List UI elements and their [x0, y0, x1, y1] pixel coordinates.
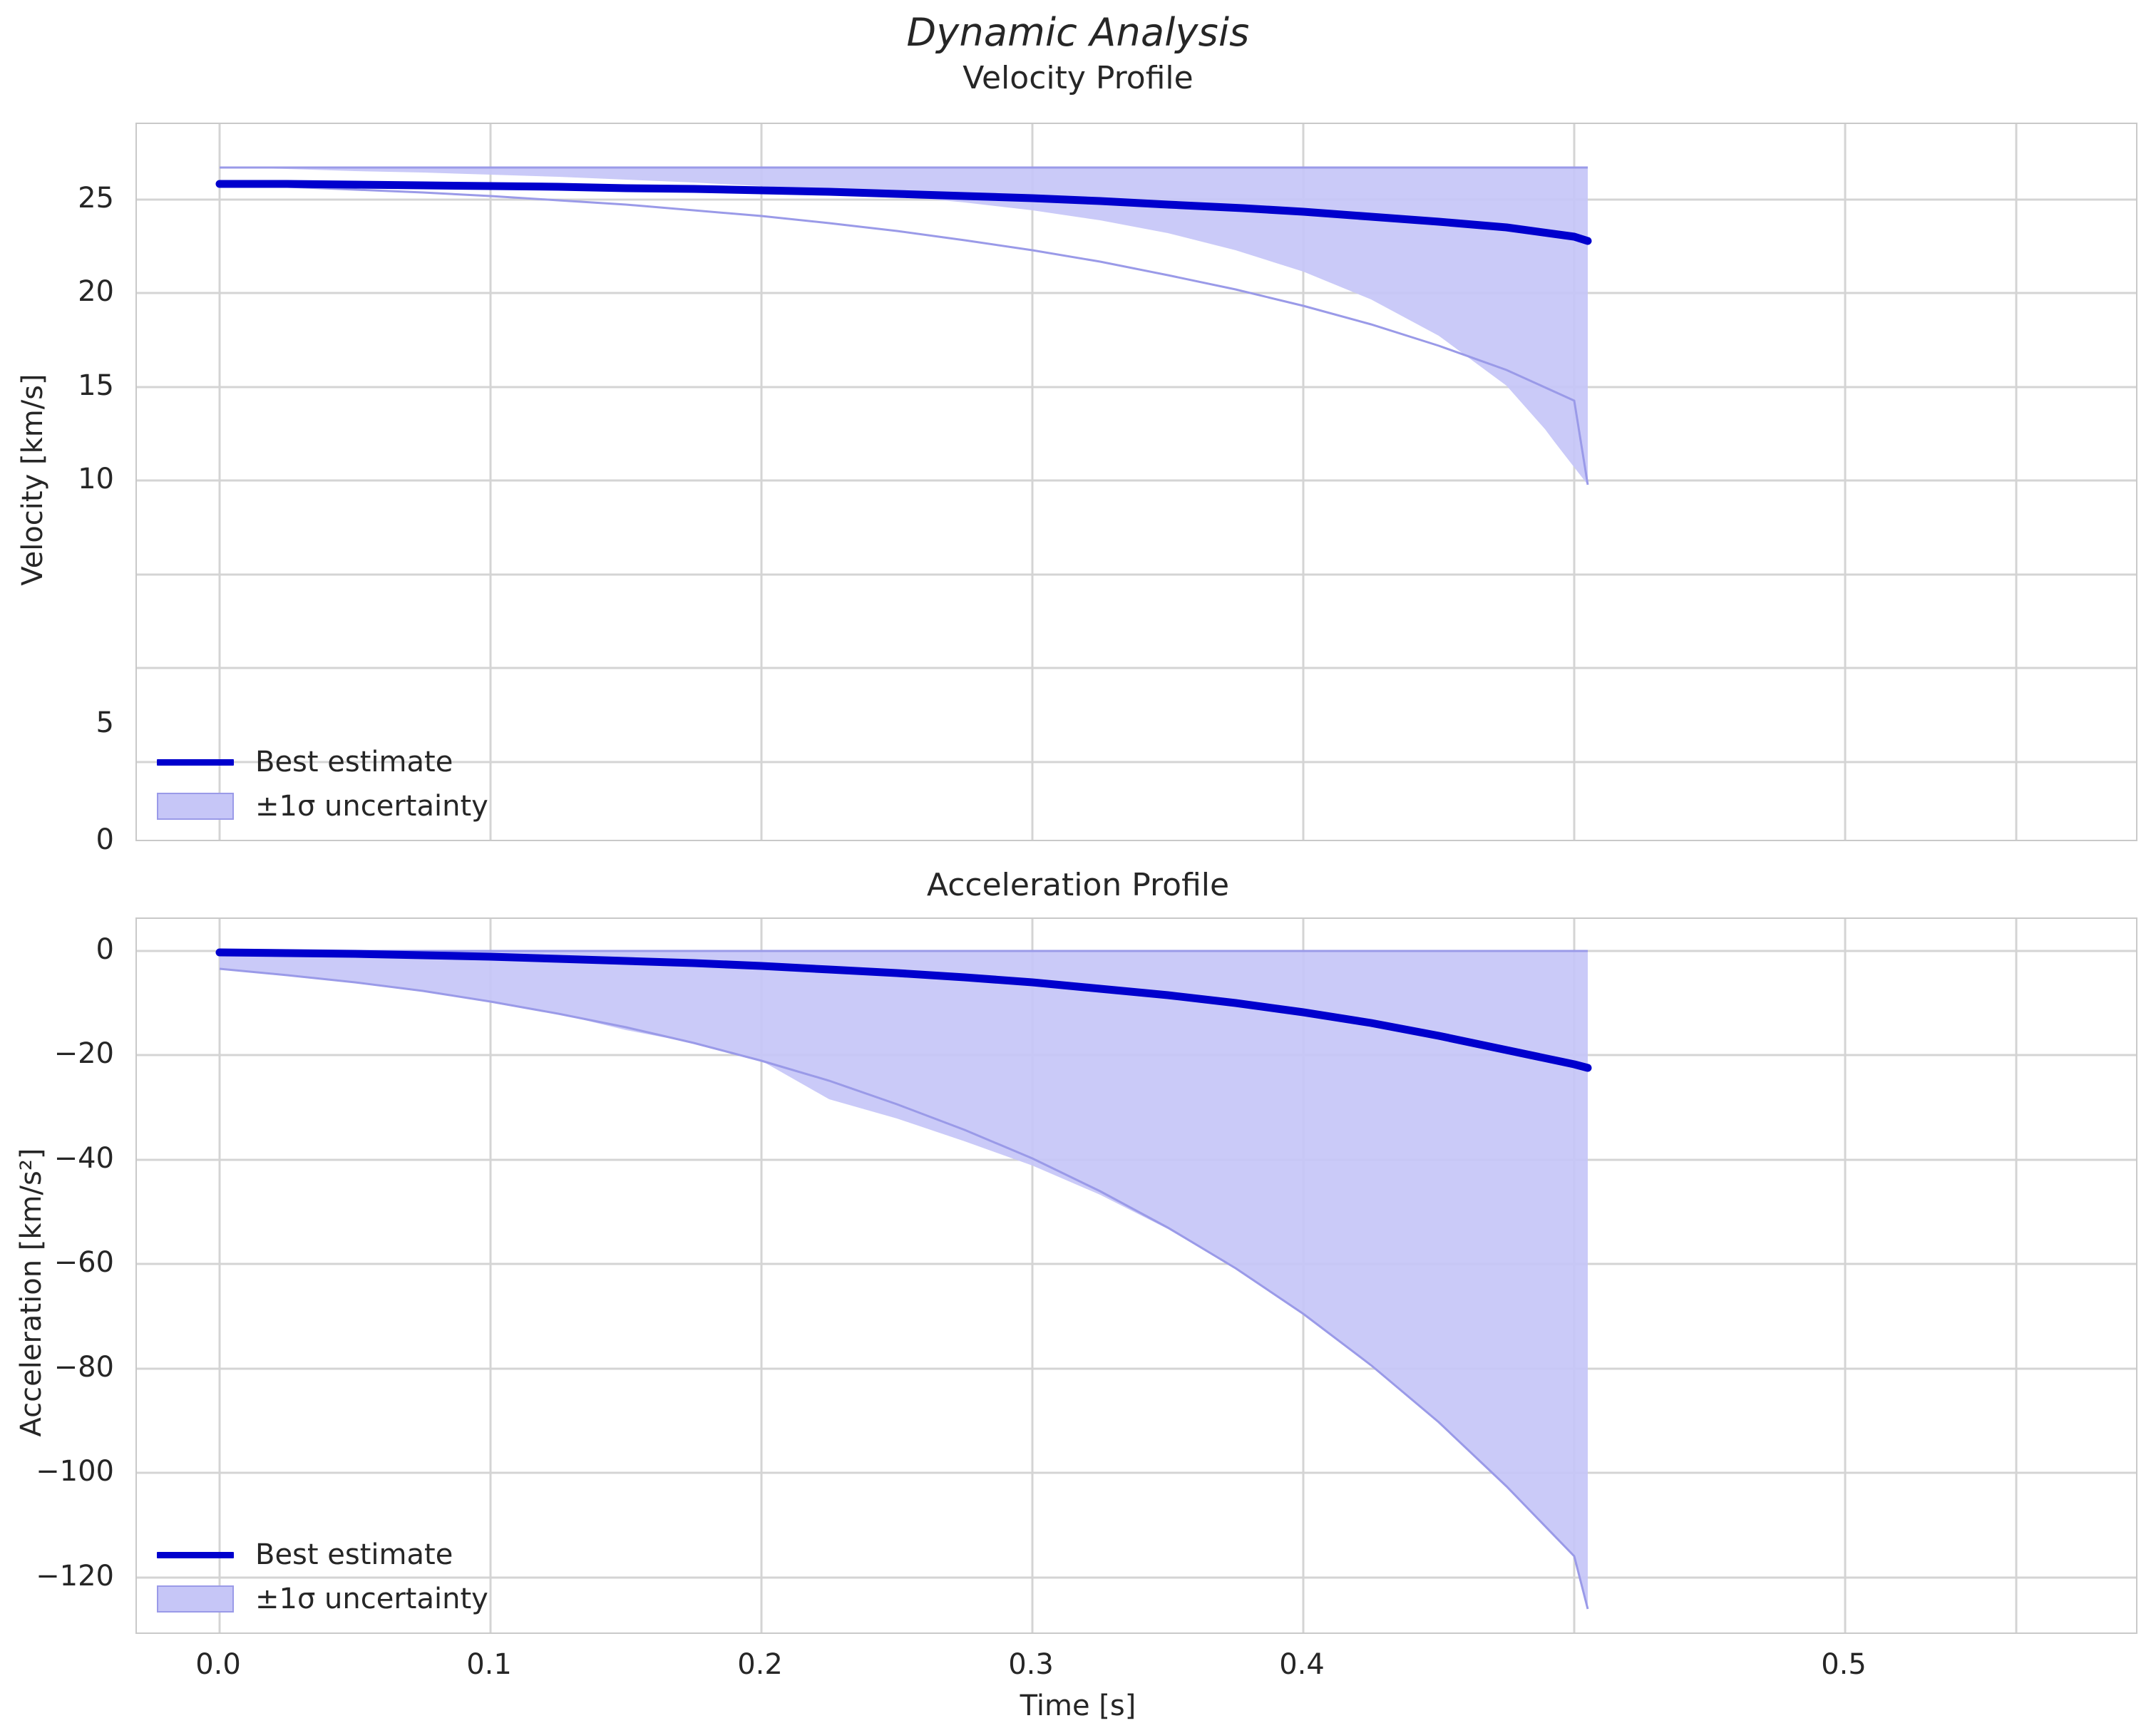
velocity-axes-title: Velocity Profile — [962, 60, 1194, 96]
velocity-ylabel: Velocity [km/s] — [16, 374, 49, 586]
acceleration-ytick-m80: −80 — [53, 1351, 114, 1384]
velocity-band-lower-edge — [219, 183, 1589, 485]
legend-patch-swatch-icon — [151, 1583, 240, 1615]
legend-label-best-estimate: Best estimate — [255, 746, 453, 778]
velocity-legend: Best estimate ±1σ uncertainty — [151, 746, 488, 823]
acceleration-legend: Best estimate ±1σ uncertainty — [151, 1538, 488, 1615]
velocity-ytick-15: 15 — [78, 369, 114, 402]
xtick-0.0: 0.0 — [195, 1648, 241, 1681]
velocity-grid-vertical — [218, 124, 2018, 840]
acceleration-plot-svg — [137, 919, 2136, 1632]
acceleration-ytick-m40: −40 — [53, 1142, 114, 1175]
velocity-ytick-25: 25 — [78, 182, 114, 215]
acceleration-ytick-m100: −100 — [36, 1455, 114, 1488]
xtick-0.4: 0.4 — [1279, 1648, 1325, 1681]
velocity-plot-area: Best estimate ±1σ uncertainty — [135, 123, 2137, 841]
velocity-ytick-20: 20 — [78, 275, 114, 308]
acceleration-ytick-m60: −60 — [53, 1246, 114, 1279]
legend-item-uncertainty[interactable]: ±1σ uncertainty — [151, 790, 488, 823]
legend-label-uncertainty: ±1σ uncertainty — [255, 1583, 488, 1615]
xtick-0.1: 0.1 — [466, 1648, 512, 1681]
xtick-0.2: 0.2 — [737, 1648, 783, 1681]
velocity-best-estimate-line — [215, 180, 1592, 245]
xtick-0.3: 0.3 — [1008, 1648, 1054, 1681]
velocity-plot-svg — [137, 124, 2136, 840]
velocity-ytick-5: 5 — [96, 706, 114, 739]
acceleration-plot-area: Best estimate ±1σ uncertainty — [135, 917, 2137, 1634]
acceleration-ytick-m120: −120 — [36, 1560, 114, 1593]
legend-label-uncertainty: ±1σ uncertainty — [255, 790, 488, 823]
legend-line-swatch-icon — [151, 1538, 240, 1571]
legend-item-uncertainty[interactable]: ±1σ uncertainty — [151, 1583, 488, 1615]
legend-line-swatch-icon — [151, 746, 240, 778]
acceleration-ytick-0: 0 — [96, 933, 114, 966]
legend-item-best-estimate[interactable]: Best estimate — [151, 1538, 488, 1571]
acceleration-xlabel: Time [s] — [1020, 1690, 1136, 1722]
acceleration-uncertainty-band — [220, 951, 1588, 1609]
acceleration-best-estimate-line — [215, 948, 1592, 1072]
acceleration-band-lower-edge — [219, 967, 1589, 1610]
figure-suptitle: Dynamic Analysis — [906, 10, 1250, 55]
velocity-ytick-0: 0 — [96, 823, 114, 856]
legend-patch-swatch-icon — [151, 790, 240, 823]
acceleration-ytick-m20: −20 — [53, 1037, 114, 1070]
legend-item-best-estimate[interactable]: Best estimate — [151, 746, 488, 778]
xtick-0.5: 0.5 — [1821, 1648, 1867, 1681]
velocity-grid-horizontal — [137, 198, 2136, 763]
acceleration-axes-title: Acceleration Profile — [926, 867, 1230, 903]
velocity-ytick-10: 10 — [78, 463, 114, 495]
legend-label-best-estimate: Best estimate — [255, 1538, 453, 1571]
velocity-uncertainty-band — [220, 168, 1588, 485]
acceleration-ylabel: Acceleration [km/s²] — [15, 1148, 48, 1437]
